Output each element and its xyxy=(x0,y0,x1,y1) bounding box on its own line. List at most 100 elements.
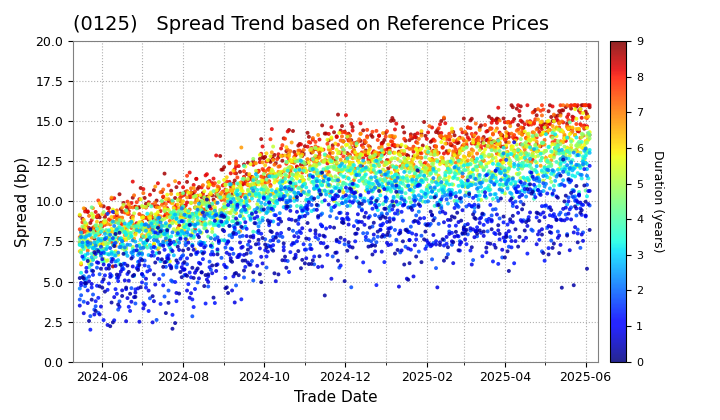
Point xyxy=(482,218,493,225)
Point xyxy=(412,167,423,173)
Point xyxy=(319,157,330,163)
Point xyxy=(580,152,591,159)
Point xyxy=(551,159,562,165)
Point xyxy=(120,236,132,243)
Point xyxy=(349,165,361,172)
Point xyxy=(423,170,435,176)
Point xyxy=(402,229,414,236)
Point xyxy=(359,168,370,174)
Point xyxy=(527,187,539,194)
Point xyxy=(562,144,573,151)
Point xyxy=(194,210,206,217)
Point xyxy=(513,189,525,196)
Point xyxy=(540,157,552,163)
Point xyxy=(456,217,467,224)
Point xyxy=(390,172,401,178)
Point xyxy=(310,227,321,234)
Point xyxy=(348,184,360,191)
Point xyxy=(127,248,138,255)
Point xyxy=(256,279,267,286)
Point xyxy=(393,173,405,180)
Point xyxy=(454,157,466,164)
Point xyxy=(335,167,346,174)
Point xyxy=(532,116,544,123)
Point xyxy=(248,179,259,186)
Point xyxy=(87,227,99,234)
Point xyxy=(387,142,398,149)
Point xyxy=(273,238,284,244)
Point xyxy=(425,157,436,164)
Point xyxy=(333,163,345,170)
Point xyxy=(174,218,185,225)
Point xyxy=(128,210,140,217)
Point xyxy=(351,218,362,224)
Point xyxy=(486,152,498,158)
Point xyxy=(398,261,410,268)
Point xyxy=(436,154,447,161)
Point xyxy=(477,210,488,217)
Point xyxy=(175,217,186,224)
Point xyxy=(318,159,329,165)
Point xyxy=(361,126,373,133)
Point xyxy=(393,209,405,216)
Point xyxy=(579,142,590,148)
Point xyxy=(305,173,316,180)
Point xyxy=(104,217,116,223)
Point xyxy=(300,204,312,211)
Point xyxy=(81,268,92,275)
Point xyxy=(464,181,476,188)
Point xyxy=(192,210,203,217)
Point xyxy=(551,148,562,155)
Point xyxy=(379,162,390,168)
Point xyxy=(535,150,546,157)
Point xyxy=(497,164,508,171)
Point xyxy=(494,162,505,168)
Point xyxy=(346,140,357,147)
Point xyxy=(132,242,144,249)
Point xyxy=(429,150,441,157)
Point xyxy=(396,208,408,215)
Point xyxy=(327,155,338,161)
Point xyxy=(499,238,510,244)
Point xyxy=(150,221,162,228)
Point xyxy=(348,140,360,147)
Point xyxy=(210,192,222,199)
Point xyxy=(262,186,274,193)
Point xyxy=(572,152,583,158)
Point xyxy=(218,193,230,200)
Point xyxy=(500,142,512,149)
Point xyxy=(528,136,540,143)
Point xyxy=(226,191,238,198)
Point xyxy=(332,257,343,264)
Point xyxy=(527,188,539,195)
Point xyxy=(249,184,261,191)
Point xyxy=(172,243,184,250)
Point xyxy=(291,203,302,210)
Point xyxy=(456,179,468,186)
Point xyxy=(181,194,193,201)
Point xyxy=(415,202,426,209)
Point xyxy=(470,228,482,234)
Point xyxy=(283,269,294,276)
Point xyxy=(382,157,394,164)
Point xyxy=(117,204,128,211)
Point xyxy=(174,247,185,253)
Point xyxy=(515,175,526,181)
Point xyxy=(341,167,353,174)
Point xyxy=(172,225,184,231)
Point xyxy=(93,238,104,244)
Point xyxy=(200,196,212,203)
Point xyxy=(438,136,450,142)
Point xyxy=(335,161,346,168)
Point xyxy=(490,174,501,181)
Point xyxy=(199,195,210,202)
Point xyxy=(351,189,362,195)
Point xyxy=(338,138,349,145)
Point xyxy=(466,156,477,163)
Point xyxy=(487,146,499,152)
Point xyxy=(438,188,450,195)
Point xyxy=(107,218,119,225)
Point xyxy=(577,161,589,168)
Point xyxy=(352,226,364,232)
Point xyxy=(221,209,233,216)
